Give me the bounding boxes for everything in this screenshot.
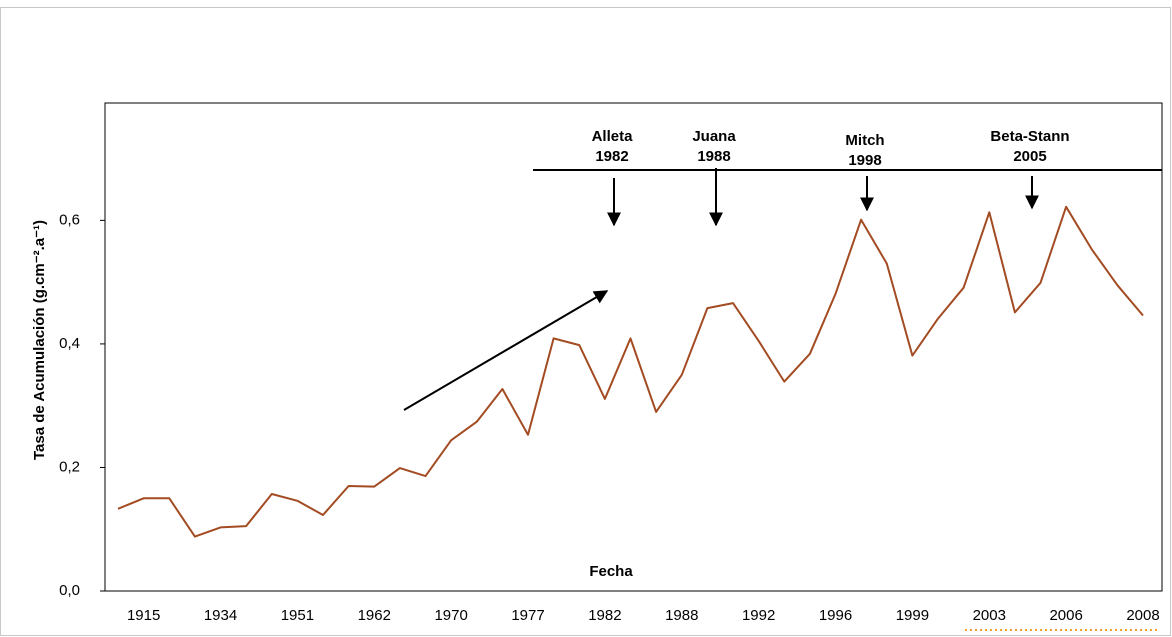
plot-area	[104, 102, 1163, 592]
annotation: Beta-Stann	[990, 128, 1069, 145]
y-tick-label: 0,2	[59, 458, 80, 475]
x-tick-label: 1934	[204, 607, 237, 624]
frame	[0, 7, 1171, 636]
x-tick-label: 1992	[742, 607, 775, 624]
annotation: 1998	[848, 152, 881, 169]
x-tick-label: 1982	[588, 607, 621, 624]
annotation: Mitch	[845, 132, 884, 149]
y-axis-label: Tasa de Acumulación (g.cm⁻².a⁻¹)	[31, 220, 48, 460]
x-tick-label: 2008	[1126, 607, 1159, 624]
x-axis-label: Fecha	[589, 563, 633, 580]
data-line	[117, 205, 1144, 538]
x-tick-label: 1951	[281, 607, 314, 624]
x-tick-label: 1977	[511, 607, 544, 624]
y-tick-label: 0,4	[59, 335, 80, 352]
annotation: Juana	[692, 128, 736, 145]
y-tick-label: 0,0	[59, 582, 80, 599]
annotation: 2005	[1013, 148, 1046, 165]
x-tick-label: 1970	[434, 607, 467, 624]
x-tick-label: 2006	[1049, 607, 1082, 624]
annotation: 1988	[697, 148, 730, 165]
trend-arrow	[403, 290, 609, 411]
annotation: Alleta	[592, 128, 634, 145]
x-tick-label: 1988	[665, 607, 698, 624]
x-tick-label: 1996	[819, 607, 852, 624]
x-tick-label: 1962	[358, 607, 391, 624]
y-tick-label: 0,6	[59, 211, 80, 228]
annotation: 1982	[595, 148, 628, 165]
x-tick-label: 2003	[973, 607, 1006, 624]
x-tick-label: 1999	[896, 607, 929, 624]
x-tick-label: 1915	[127, 607, 160, 624]
